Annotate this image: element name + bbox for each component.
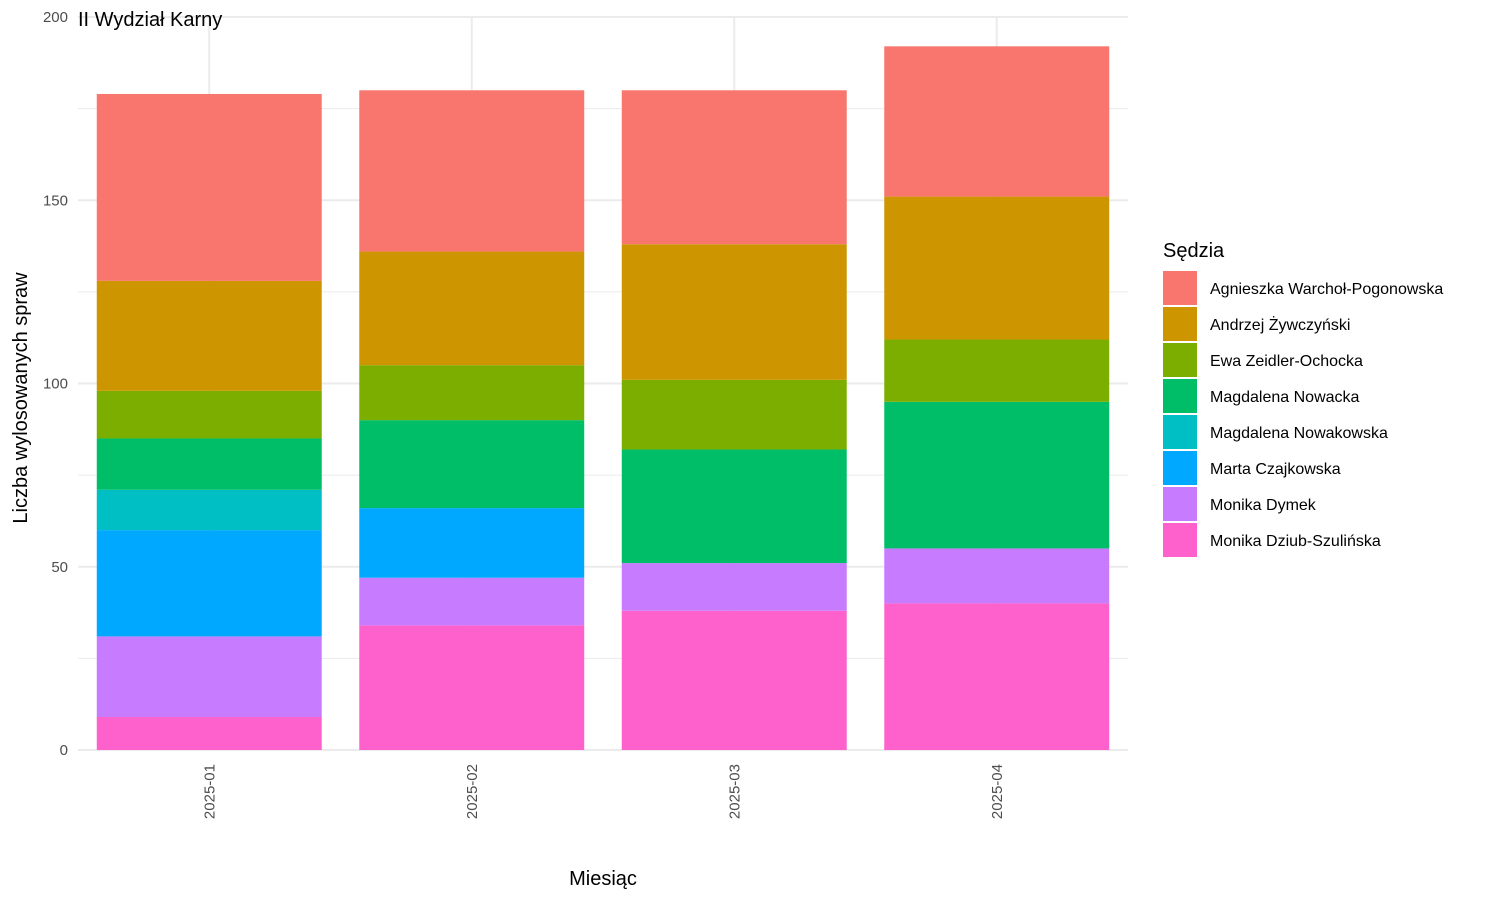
bar-segment	[884, 196, 1110, 340]
y-axis-ticks: 0 50 100 150 200	[43, 9, 68, 759]
legend-swatch	[1163, 307, 1197, 341]
bar-segment	[96, 280, 322, 391]
x-axis-title: Miesiąc	[569, 868, 637, 890]
legend-swatch	[1163, 379, 1197, 413]
legend-title: Sędzia	[1163, 240, 1225, 262]
bar-segment	[884, 339, 1110, 402]
legend-label: Magdalena Nowacka	[1210, 389, 1360, 406]
bar-segment	[884, 46, 1110, 197]
legend-label: Monika Dymek	[1210, 497, 1317, 514]
legend-label: Marta Czajkowska	[1210, 461, 1341, 478]
legend-swatch	[1163, 271, 1197, 305]
legend-swatch	[1163, 343, 1197, 377]
x-axis-ticks: 2025-01 2025-02 2025-03 2025-04	[201, 764, 1006, 819]
bar-segment	[359, 90, 585, 252]
y-axis-title: Liczba wylosowanych spraw	[10, 272, 32, 524]
legend-label: Monika Dziub-Szulińska	[1210, 533, 1381, 550]
bar-segment	[359, 251, 585, 366]
y-tick-label: 200	[43, 9, 68, 26]
legend-swatch	[1163, 523, 1197, 557]
legend-label: Agnieszka Warchoł-Pogonowska	[1210, 281, 1443, 298]
legend-label: Magdalena Nowakowska	[1210, 425, 1388, 442]
x-tick-label: 2025-02	[464, 764, 481, 819]
bar-segment	[96, 489, 322, 531]
bar-segment	[359, 365, 585, 421]
bar-segment	[621, 610, 847, 750]
bar-segment	[884, 548, 1110, 604]
bar-segment	[96, 93, 322, 281]
bar-segment	[359, 625, 585, 750]
x-tick-label: 2025-01	[201, 764, 218, 819]
bars	[96, 46, 1110, 750]
bar-segment	[96, 390, 322, 439]
legend-label: Andrzej Żywczyński	[1210, 315, 1350, 334]
bar-segment	[621, 90, 847, 245]
legend-label: Ewa Zeidler-Ochocka	[1210, 353, 1363, 370]
bar-segment	[96, 717, 322, 750]
y-tick-label: 150	[43, 192, 68, 209]
bar-segment	[96, 636, 322, 718]
legend-swatch	[1163, 451, 1197, 485]
chart-title: II Wydział Karny	[78, 9, 222, 31]
bar-segment	[359, 577, 585, 626]
bar-segment	[621, 379, 847, 450]
bar-segment	[96, 438, 322, 490]
legend: Sędzia Agnieszka Warchoł-Pogonowska Andrz…	[1163, 240, 1443, 557]
y-tick-label: 0	[60, 742, 68, 759]
bar-segment	[621, 449, 847, 564]
bar-segment	[621, 244, 847, 380]
bar-segment	[884, 603, 1110, 750]
legend-swatch	[1163, 487, 1197, 521]
bar-segment	[621, 563, 847, 611]
y-tick-label: 100	[43, 376, 68, 393]
x-tick-label: 2025-03	[726, 764, 743, 819]
bar-segment	[359, 508, 585, 578]
x-tick-label: 2025-04	[989, 764, 1006, 819]
bar-segment	[96, 530, 322, 637]
bar-segment	[359, 420, 585, 509]
legend-swatch	[1163, 415, 1197, 449]
bar-segment	[884, 401, 1110, 549]
y-tick-label: 50	[51, 559, 68, 576]
